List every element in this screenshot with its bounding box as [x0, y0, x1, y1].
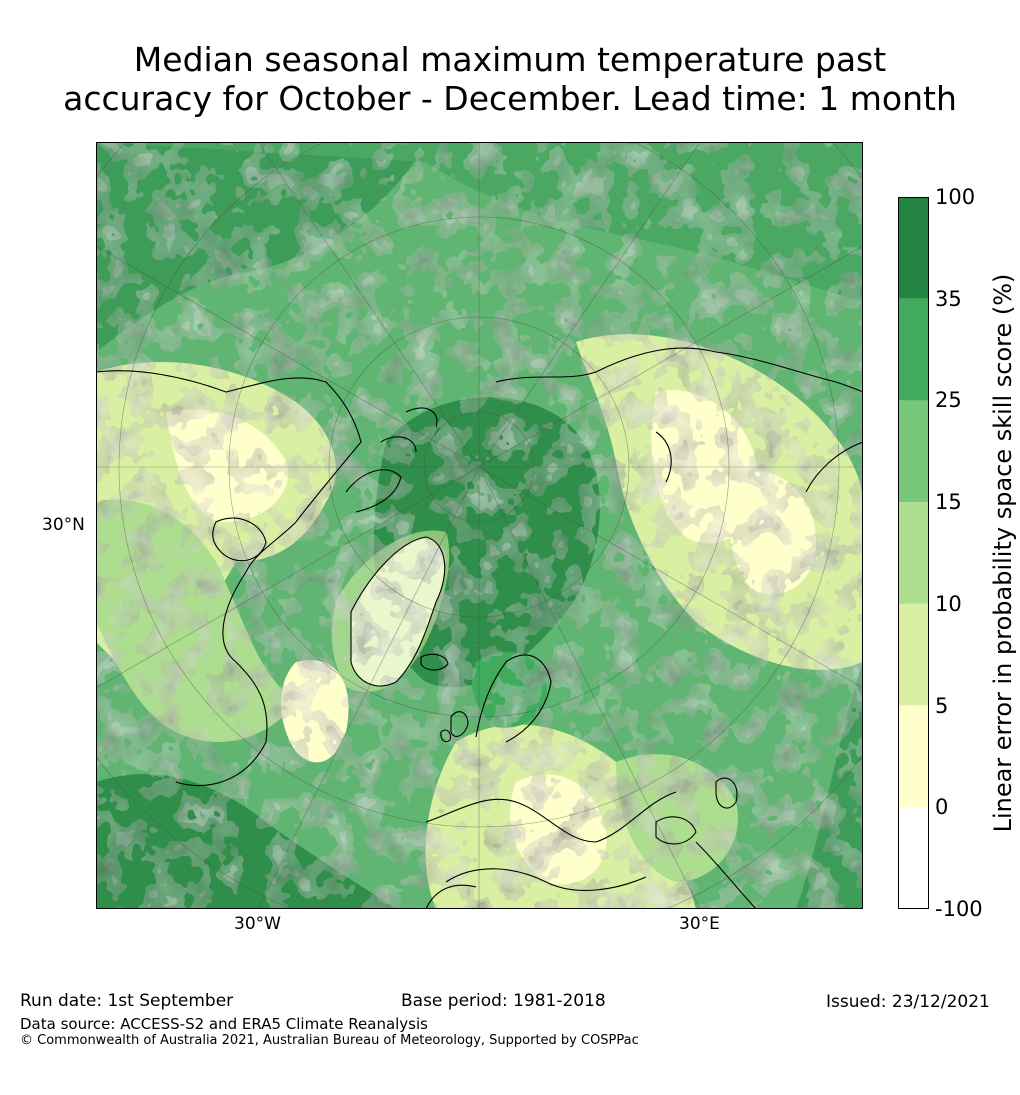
meridian-30w: [257, 466, 480, 909]
coastline-iceland: [420, 653, 449, 671]
colorbar-segment-0-5: [898, 705, 929, 808]
title-line-1: Median seasonal maximum temperature past: [133, 40, 887, 79]
meridian-150w: [257, 142, 480, 468]
colorbar-segment-5-10: [898, 603, 929, 706]
coastline-siberia: [495, 347, 863, 393]
colorbar-tick-label: 15: [935, 490, 962, 515]
data-source: Data source: ACCESS-S2 and ERA5 Climate …: [20, 1015, 428, 1033]
colorbar-segment--100-0: [898, 807, 929, 909]
meridian-60w: [96, 466, 480, 689]
colorbar-tick-label: 5: [935, 693, 949, 718]
coastline-north-america: [96, 370, 362, 787]
meridian-60e: [478, 466, 863, 689]
colorbar-frame: [898, 197, 929, 909]
copyright: © Commonwealth of Australia 2021, Austra…: [20, 1033, 639, 1048]
coastline-mediterranean: [445, 868, 647, 891]
meridian-120w: [96, 245, 480, 468]
skill-map: [96, 142, 863, 909]
coastline-scandinavia: [475, 654, 552, 743]
label-lon-30e: 30°E: [679, 914, 720, 934]
coastline-europe: [425, 791, 677, 843]
coastline-arctic-islands: [345, 407, 438, 513]
meridian-120e: [478, 245, 863, 468]
chart-title: Median seasonal maximum temperature past…: [0, 40, 1020, 118]
base-period: Base period: 1981-2018: [401, 991, 606, 1011]
run-date: Run date: 1st September: [20, 991, 234, 1011]
colorbar-segment-25-35: [898, 298, 929, 401]
colorbar-tick-label: 10: [935, 591, 962, 616]
meridian-150e: [478, 142, 701, 468]
colorbar-segment-35-100: [898, 197, 929, 299]
label-lon-30w: 30°W: [234, 914, 281, 934]
colorbar-segment-15-25: [898, 400, 929, 503]
colorbar-title: Linear error in probability space skill …: [989, 273, 1017, 833]
issued-date: Issued: 23/12/2021: [826, 992, 990, 1012]
map-frame: [96, 142, 863, 909]
coastline-east-asia: [655, 431, 863, 493]
title-line-2: accuracy for October - December. Lead ti…: [63, 79, 957, 118]
coastline-black-caspian: [655, 777, 738, 845]
coastline-hudson-bay: [212, 517, 267, 562]
coastline-africa: [425, 841, 757, 909]
colorbar-tick-label: 25: [935, 388, 962, 413]
colorbar-tick-label: -100: [935, 897, 983, 921]
colorbar-tick-label: 35: [935, 286, 962, 311]
meridian-30e: [478, 466, 701, 909]
label-lat-30n: 30°N: [42, 515, 85, 535]
colorbar-tick-label: 100: [935, 185, 976, 209]
coastlines: [96, 347, 863, 909]
colorbar-segment-10-15: [898, 502, 929, 604]
map-texture: [96, 142, 863, 909]
colorbar: [898, 197, 929, 909]
graticule: [96, 142, 863, 909]
colorbar-tick-label: 0: [935, 795, 949, 820]
coastline-british-isles: [440, 711, 469, 743]
coastline-greenland: [350, 536, 446, 687]
